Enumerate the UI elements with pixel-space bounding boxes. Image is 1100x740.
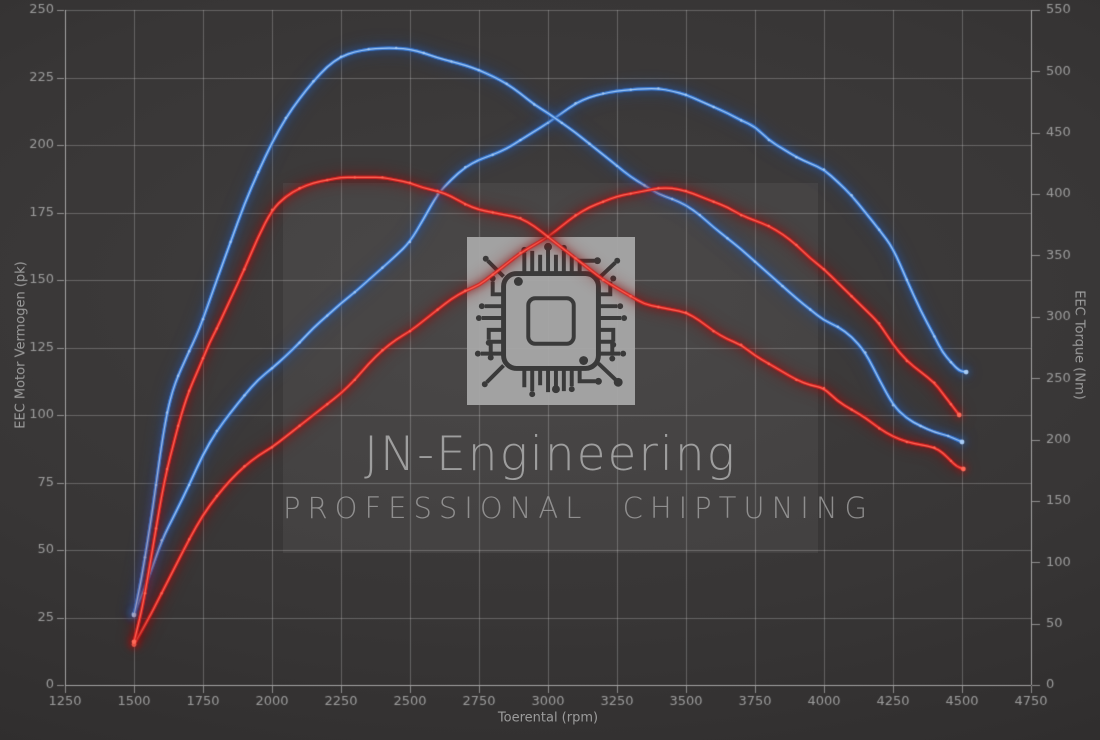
x-axis-title: Toerental (rpm) — [497, 710, 599, 726]
left-axis-title: EEC Motor Vermogen (pk) — [13, 261, 29, 429]
right-axis-title: EEC Torque (Nm) — [1071, 290, 1087, 400]
